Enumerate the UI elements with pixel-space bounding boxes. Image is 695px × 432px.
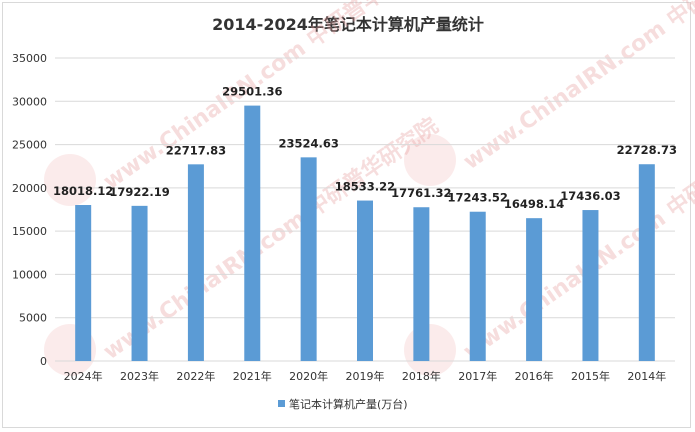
bar: [357, 200, 373, 361]
x-tick-label: 2023年: [120, 369, 159, 383]
x-tick-label: 2016年: [515, 369, 554, 383]
bar: [582, 210, 599, 361]
bar: [244, 105, 261, 361]
x-tick-label: 2024年: [64, 369, 103, 383]
y-tick-label: 15000: [12, 225, 47, 238]
bar: [638, 164, 655, 361]
data-label: 17243.52: [448, 191, 508, 205]
y-tick-label: 20000: [12, 182, 47, 195]
x-tick-label: 2019年: [346, 369, 385, 383]
y-tick-label: 25000: [12, 139, 47, 152]
data-label: 17436.03: [560, 189, 620, 203]
y-axis-ticks: 0 5000 10000 15000 20000 25000 30000 35000: [12, 52, 47, 368]
bar: [187, 164, 204, 361]
y-tick-label: 10000: [12, 268, 47, 281]
x-tick-label: 2018年: [402, 369, 441, 383]
x-tick-label: 2020年: [289, 369, 328, 383]
bar: [131, 205, 148, 361]
data-label: 22717.83: [166, 143, 226, 157]
x-tick-label: 2017年: [458, 369, 497, 383]
bar: [413, 207, 430, 361]
bar: [469, 211, 486, 361]
data-label: 23524.63: [278, 136, 338, 150]
x-tick-label: 2022年: [176, 369, 215, 383]
x-axis-ticks: 2024年 2023年 2022年 2021年 2020年 2019年 2018年 2017年…: [64, 369, 667, 383]
watermark-logo: [44, 154, 96, 206]
legend-swatch: [278, 400, 285, 407]
bar: [300, 157, 317, 361]
y-tick-label: 30000: [12, 95, 47, 108]
legend-label: 笔记本计算机产量(万台): [289, 397, 408, 411]
bar: [526, 218, 543, 361]
data-label: 22728.73: [617, 143, 677, 157]
y-tick-label: 0: [40, 355, 47, 368]
y-tick-label: 5000: [19, 312, 47, 325]
watermark-logo: [404, 134, 456, 186]
chart-title: 2014-2024年笔记本计算机产量统计: [212, 15, 484, 34]
data-label: 16498.14: [504, 197, 564, 211]
y-tick-label: 35000: [12, 52, 47, 65]
chart-frame: [2, 2, 691, 428]
data-label: 17922.19: [109, 185, 169, 199]
x-tick-label: 2021年: [233, 369, 272, 383]
data-label: 29501.36: [222, 85, 282, 99]
x-tick-label: 2014年: [627, 369, 666, 383]
bar: [75, 205, 92, 361]
x-tick-label: 2015年: [571, 369, 610, 383]
watermark-logo: [404, 324, 456, 376]
data-label: 17761.32: [391, 186, 451, 200]
data-label: 18533.22: [335, 180, 395, 194]
data-label: 18018.12: [53, 184, 113, 198]
legend: 笔记本计算机产量(万台): [278, 397, 408, 411]
